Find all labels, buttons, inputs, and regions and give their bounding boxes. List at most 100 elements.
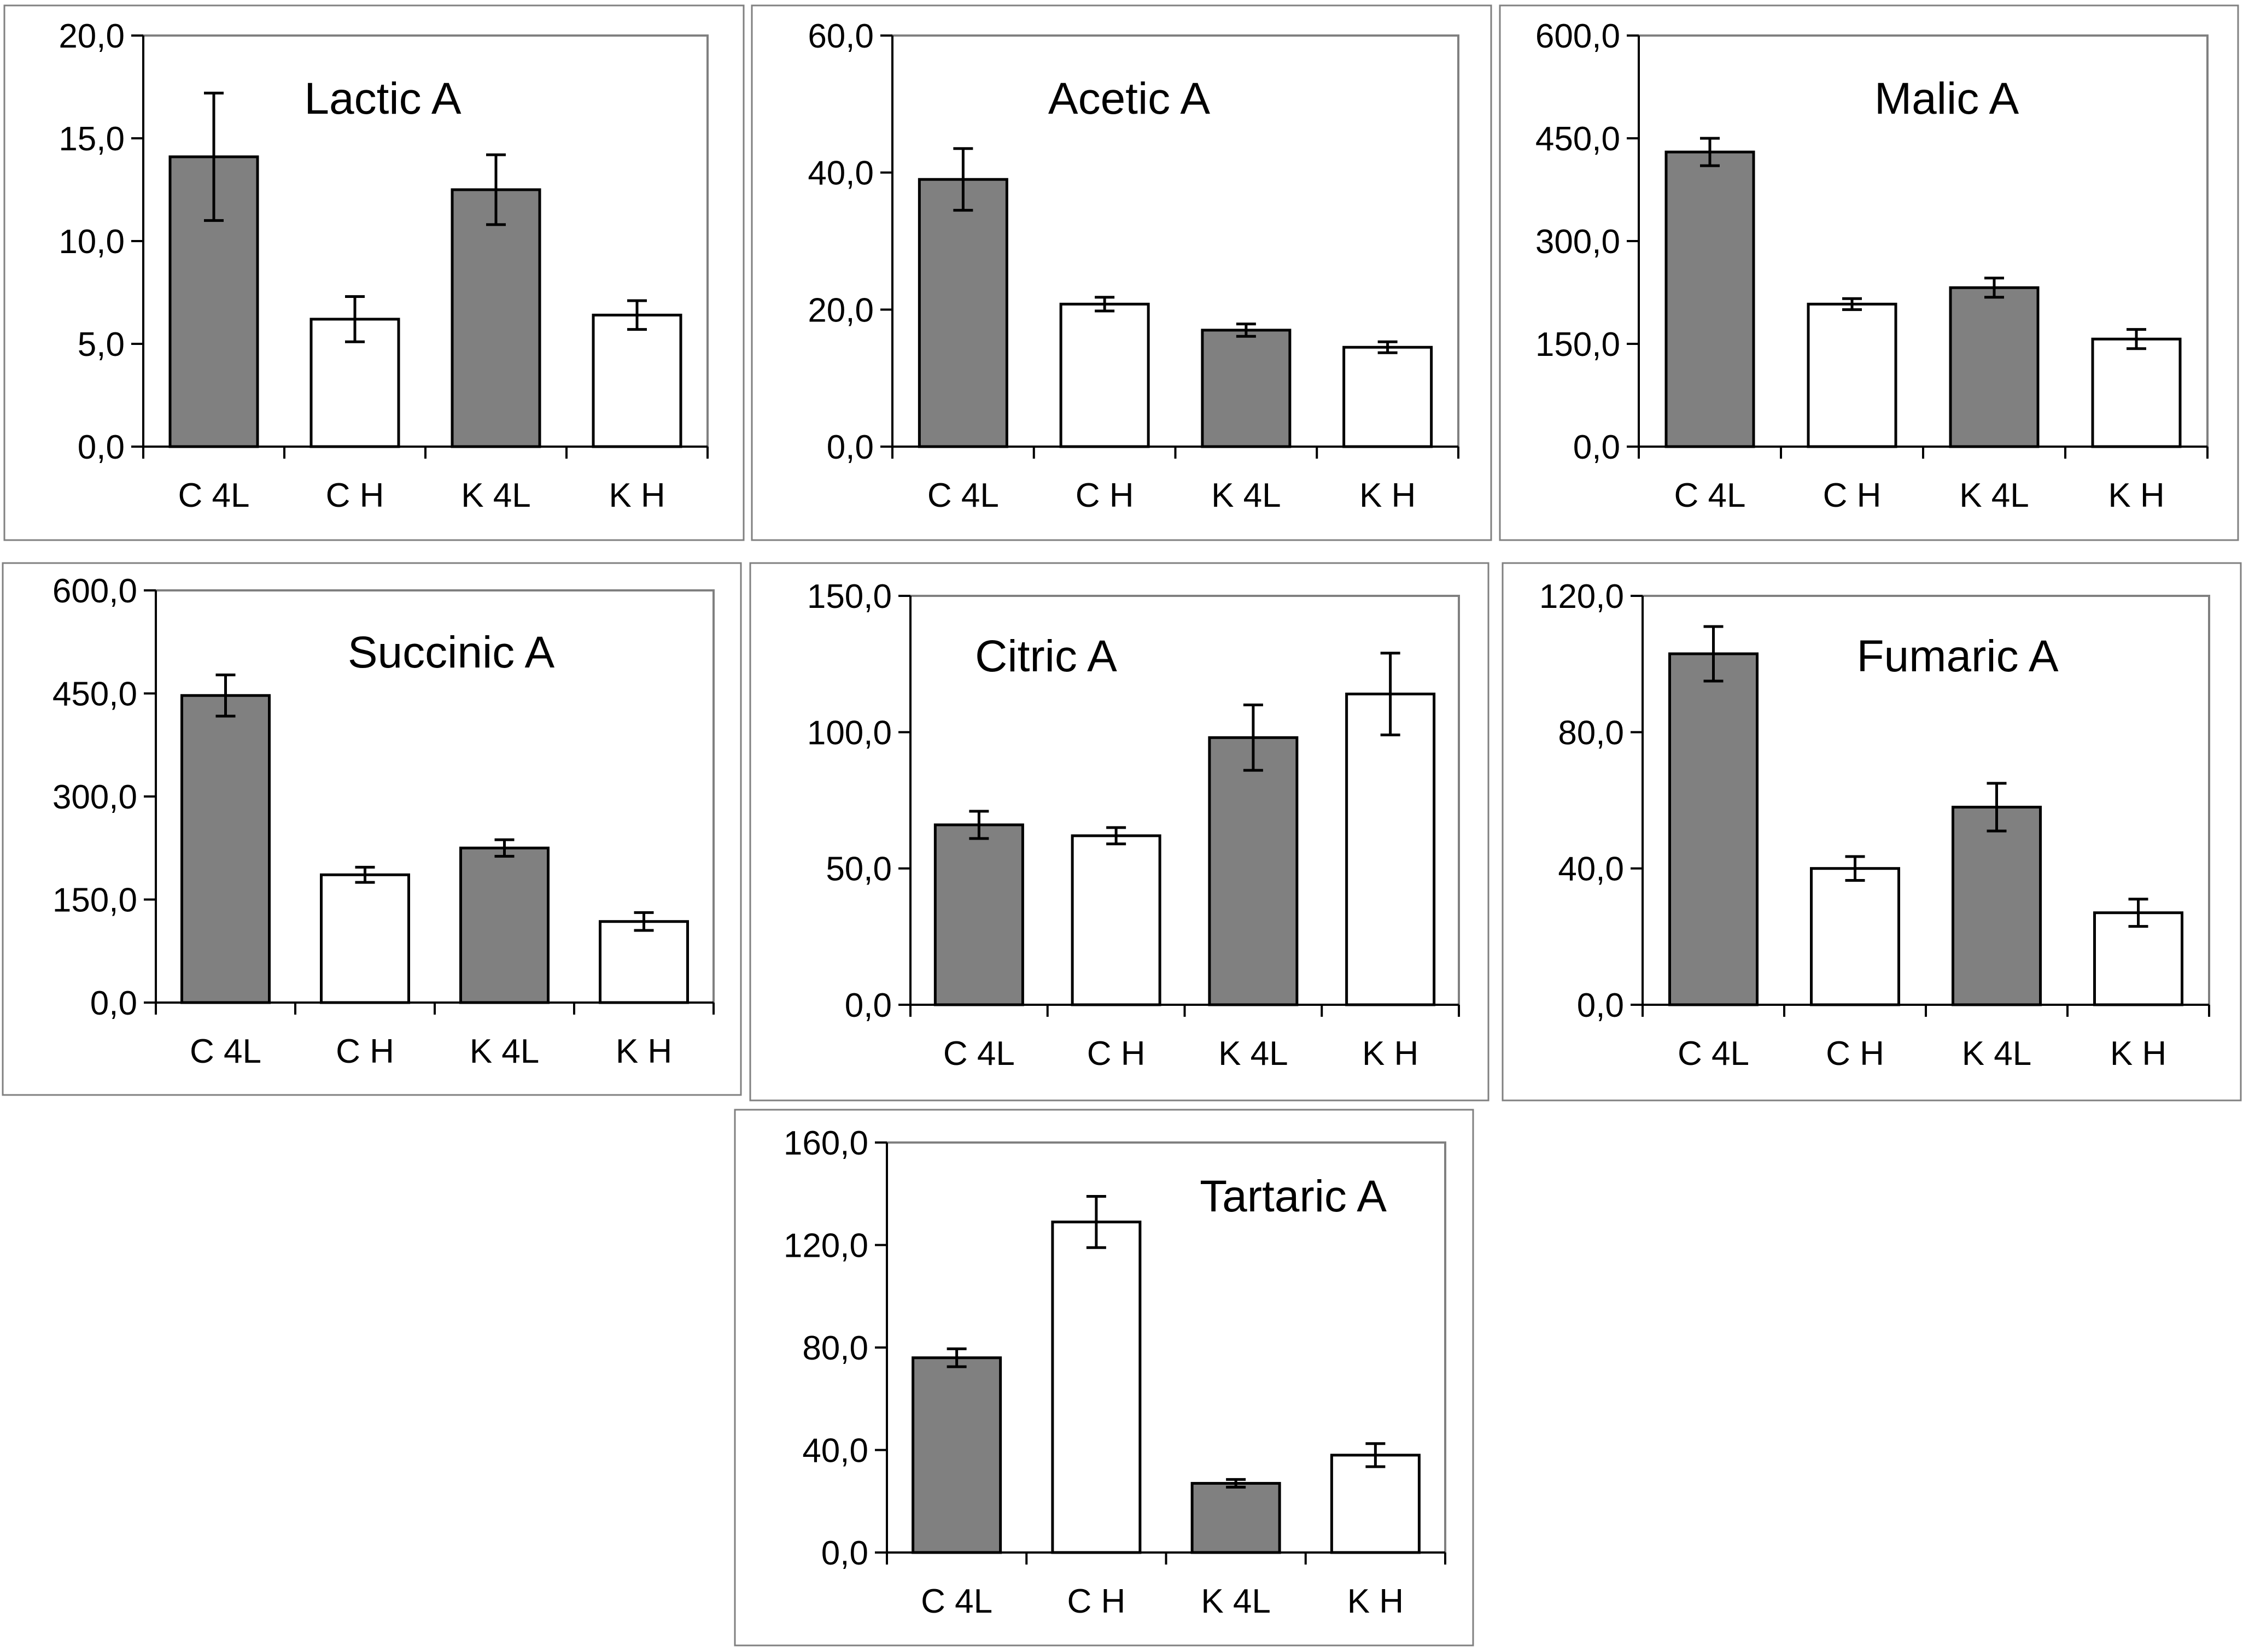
- error-bar: [1987, 782, 2007, 833]
- y-tick-label: 0,0: [827, 429, 874, 466]
- error-bar: [1700, 137, 1720, 167]
- bar: [912, 1356, 1002, 1554]
- y-tick-label: 20,0: [808, 291, 874, 329]
- error-bar: [215, 673, 236, 718]
- x-tick-label: C 4L: [943, 1035, 1015, 1073]
- x-tick-label: C 4L: [178, 477, 250, 514]
- error-bar: [204, 91, 224, 222]
- error-bar: [1377, 340, 1398, 354]
- bar: [1059, 302, 1150, 448]
- y-tick-label: 50,0: [826, 851, 892, 888]
- error-bar: [1095, 296, 1115, 313]
- bar: [451, 188, 541, 448]
- error-bar: [1243, 703, 1263, 772]
- x-tick-label: K 4L: [1201, 1583, 1271, 1620]
- y-tick-label: 150,0: [52, 882, 137, 919]
- x-tick-label: C H: [326, 477, 384, 514]
- bar: [1952, 805, 2042, 1006]
- x-tick-label: C 4L: [190, 1033, 261, 1070]
- chart-citric-a: 0,0 50,0 100,0 150,0 C 4L C H K 4L K H Citric A: [749, 562, 1490, 1102]
- error-bar: [1703, 625, 1724, 683]
- x-tick-label: C H: [1076, 477, 1134, 514]
- y-tick-label: 100,0: [807, 714, 892, 752]
- y-tick-label: 150,0: [807, 578, 892, 616]
- bar: [1208, 736, 1299, 1006]
- error-bar: [486, 153, 506, 226]
- x-tick-label: C H: [1087, 1035, 1146, 1073]
- bar: [933, 823, 1024, 1006]
- y-tick-label: 450,0: [52, 676, 137, 713]
- error-bar: [1226, 1478, 1246, 1489]
- error-bar: [345, 295, 365, 343]
- y-tick-label: 0,0: [78, 429, 125, 466]
- bar: [1664, 150, 1755, 448]
- bar: [459, 846, 550, 1004]
- x-tick-label: K H: [2110, 1035, 2166, 1073]
- bar: [1810, 867, 1900, 1006]
- error-bar: [494, 838, 515, 858]
- x-tick-label: K 4L: [1218, 1035, 1288, 1073]
- chart-succinic-a: 0,0 150,0 300,0 450,0 600,0 C 4L C H K 4L K H Suc…: [2, 562, 742, 1096]
- error-bar: [2127, 328, 2146, 350]
- bar: [1949, 286, 2040, 448]
- chart-fumaric-a: 0,0 40,0 80,0 120,0 C 4L C H K 4L K H Fumaric A: [1502, 562, 2242, 1102]
- error-bar: [1365, 1442, 1386, 1468]
- error-bar: [634, 911, 654, 932]
- bar: [1051, 1220, 1142, 1554]
- bar: [320, 873, 410, 1004]
- bar: [1330, 1454, 1421, 1554]
- chart-title: Lactic A: [304, 74, 461, 124]
- y-tick-label: 600,0: [52, 572, 137, 610]
- bar: [599, 920, 689, 1004]
- x-tick-label: K 4L: [1962, 1035, 2032, 1073]
- error-bar: [1106, 826, 1126, 846]
- chart-title: Fumaric A: [1856, 631, 2058, 681]
- error-bar: [1842, 297, 1862, 311]
- error-bar: [953, 147, 973, 212]
- x-tick-label: K 4L: [1959, 477, 2029, 514]
- bar: [1342, 345, 1433, 448]
- x-tick-label: K 4L: [1211, 477, 1281, 514]
- x-tick-label: C 4L: [1674, 477, 1746, 514]
- bar: [1071, 834, 1161, 1006]
- chart-title: Succinic A: [348, 628, 555, 677]
- bar: [2091, 337, 2182, 448]
- y-tick-label: 15,0: [59, 120, 125, 158]
- chart-tartaric-a: 0,0 40,0 80,0 120,0 160,0 C 4L C H K 4L K H Tarta…: [734, 1109, 1474, 1647]
- error-bar: [1984, 277, 2004, 299]
- bar: [592, 313, 682, 448]
- y-tick-label: 160,0: [784, 1124, 868, 1162]
- x-tick-label: C 4L: [927, 477, 999, 514]
- chart-malic-a: 0,0 150,0 300,0 450,0 600,0 C 4L C H K 4L K H Mal…: [1499, 4, 2239, 541]
- chart-title: Acetic A: [1048, 74, 1211, 124]
- error-bar: [627, 299, 647, 331]
- x-tick-label: K H: [616, 1033, 672, 1070]
- chart-acetic-a: 0,0 20,0 40,0 60,0 C 4L C H K 4L K H Acetic A: [751, 4, 1492, 541]
- bar: [1201, 329, 1292, 448]
- x-tick-label: C H: [1826, 1035, 1884, 1073]
- y-tick-label: 40,0: [1558, 851, 1624, 888]
- x-tick-label: C 4L: [1678, 1035, 1749, 1073]
- x-tick-label: K H: [1347, 1583, 1404, 1620]
- x-tick-label: K H: [2108, 477, 2164, 514]
- y-tick-label: 600,0: [1535, 17, 1620, 55]
- x-tick-label: C 4L: [921, 1583, 992, 1620]
- x-tick-label: K H: [1359, 477, 1416, 514]
- y-tick-label: 450,0: [1535, 120, 1620, 158]
- error-bar: [969, 810, 989, 840]
- y-tick-label: 120,0: [1539, 578, 1624, 616]
- x-tick-label: C H: [336, 1033, 394, 1070]
- y-tick-label: 0,0: [845, 987, 892, 1024]
- bar: [1807, 302, 1897, 448]
- error-bar: [2128, 898, 2148, 928]
- chart-lactic-a: 0,0 5,0 10,0 15,0 20,0 C 4L C H K 4L K H Lactic A: [3, 4, 745, 541]
- x-tick-label: K 4L: [461, 477, 531, 514]
- error-bar: [355, 865, 375, 884]
- error-bar: [1380, 652, 1400, 736]
- chart-title: Malic A: [1874, 74, 2019, 124]
- y-tick-label: 60,0: [808, 17, 874, 55]
- error-bar: [1845, 855, 1865, 882]
- y-tick-label: 0,0: [821, 1534, 868, 1572]
